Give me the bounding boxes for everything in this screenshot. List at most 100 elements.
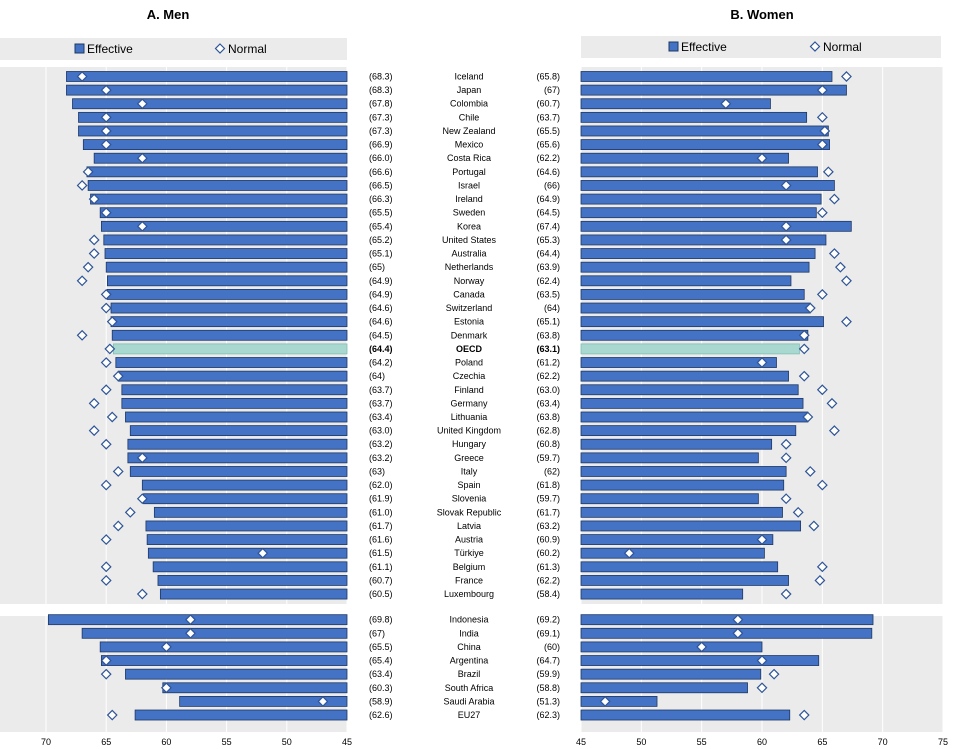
women-value-label: (61.8)	[536, 480, 560, 490]
men-normal-marker-brazil	[100, 668, 112, 680]
men-value-label: (66.9)	[369, 140, 393, 150]
men-value-label: (61.9)	[369, 494, 393, 504]
men-value-label: (61.1)	[369, 562, 393, 572]
men-normal-marker-korea	[136, 220, 148, 232]
country-label: Ireland	[455, 194, 483, 204]
men-normal-marker-netherlands	[82, 261, 94, 273]
country-label: China	[457, 642, 481, 652]
women-bar-denmark	[580, 329, 809, 341]
men-bar-lithuania	[125, 411, 348, 423]
country-label: Indonesia	[449, 615, 488, 625]
women-normal-marker-czechia	[798, 370, 810, 382]
men-value-label: (68.3)	[369, 72, 393, 82]
men-value-label: (61.7)	[369, 521, 393, 531]
women-normal-marker-t-rkiye	[623, 547, 635, 559]
men-value-label: (64.6)	[369, 303, 393, 313]
women-bar-canada	[580, 289, 805, 300]
women-normal-marker-belgium	[816, 561, 828, 573]
men-value-label: (62.6)	[369, 710, 393, 720]
men-bar-latvia	[145, 520, 348, 532]
women-value-label: (60.9)	[536, 535, 560, 545]
women-bar-hungary	[580, 438, 773, 450]
women-value-label: (60.2)	[536, 548, 560, 558]
women-value-label: (62.2)	[536, 153, 560, 163]
women-normal-marker-switzerland	[804, 302, 816, 314]
men-bar-austria	[146, 534, 348, 545]
men-bar-poland	[115, 357, 348, 368]
men-panel-title: A. Men	[147, 7, 190, 22]
women-value-label: (60.7)	[536, 99, 560, 109]
women-bar-portugal	[580, 166, 818, 178]
men-bar-sweden	[99, 207, 348, 219]
women-value-label: (64.9)	[536, 194, 560, 204]
women-value-label: (59.7)	[536, 453, 560, 463]
women-value-label: (62.2)	[536, 371, 560, 381]
men-value-label: (67.3)	[369, 112, 393, 122]
country-label: Colombia	[450, 99, 488, 109]
men-value-label: (64.9)	[369, 289, 393, 299]
women-value-label: (61.7)	[536, 507, 560, 517]
women-value-label: (63.5)	[536, 289, 560, 299]
men-bar-luxembourg	[159, 588, 348, 600]
women-bar-china	[580, 641, 763, 653]
men-normal-marker-hungary	[100, 438, 112, 450]
men-bar-belgium	[152, 561, 348, 573]
country-label: Hungary	[452, 439, 487, 449]
women-normal-marker-new-zealand	[819, 125, 831, 137]
men-bar-iceland	[66, 71, 348, 82]
men-normal-marker-china	[160, 641, 172, 653]
men-value-label: (61.6)	[369, 535, 393, 545]
women-bar-sweden	[580, 207, 817, 219]
men-bar-norway	[107, 275, 348, 287]
men-value-label: (63)	[369, 466, 385, 476]
women-bar-australia	[580, 248, 816, 259]
women-panel-title: B. Women	[730, 7, 793, 22]
country-label: Belgium	[453, 562, 486, 572]
women-x-tick-label: 55	[697, 737, 707, 747]
women-normal-marker-denmark	[798, 329, 810, 341]
women-bar-japan	[580, 84, 847, 96]
women-bar-slovak-republic	[580, 506, 783, 518]
women-bar-costa-rica	[580, 152, 789, 164]
country-label: Switzerland	[446, 303, 493, 313]
women-bar-iceland	[580, 71, 833, 82]
men-bar-slovak-republic	[153, 506, 348, 518]
country-label: Australia	[451, 249, 486, 259]
men-bar-brazil	[125, 668, 348, 680]
women-x-tick-label: 45	[576, 737, 586, 747]
men-value-label: (69.8)	[369, 615, 393, 625]
men-x-tick-label: 70	[41, 737, 51, 747]
country-label: Denmark	[451, 330, 488, 340]
women-value-label: (63.2)	[536, 521, 560, 531]
women-normal-marker-chile	[816, 111, 828, 123]
men-normal-marker-saudi-arabia	[317, 695, 329, 707]
women-normal-marker-slovak-republic	[792, 506, 804, 518]
men-normal-marker-luxembourg	[136, 588, 148, 600]
men-bar-switzerland	[110, 302, 348, 314]
men-bar-colombia	[72, 98, 348, 110]
country-label: Poland	[455, 358, 483, 368]
women-bar-south-africa	[580, 682, 748, 694]
women-value-label: (62.2)	[536, 575, 560, 585]
women-bar-united-kingdom	[580, 425, 797, 437]
women-normal-marker-sweden	[816, 207, 828, 219]
country-label: Iceland	[454, 72, 483, 82]
country-label: OECD	[456, 344, 483, 354]
women-bar-estonia	[580, 316, 824, 328]
men-value-label: (67)	[369, 628, 385, 638]
women-bar-switzerland	[580, 302, 811, 314]
men-legend-effective-swatch	[74, 43, 85, 54]
men-bar-mexico	[82, 139, 348, 151]
country-label: EU27	[458, 710, 481, 720]
men-bar-united-kingdom	[129, 425, 348, 437]
women-x-tick-label: 50	[636, 737, 646, 747]
men-value-label: (63.0)	[369, 426, 393, 436]
men-bar-new-zealand	[78, 125, 348, 137]
men-value-label: (63.2)	[369, 439, 393, 449]
women-normal-marker-estonia	[841, 316, 852, 328]
men-value-label: (65)	[369, 262, 385, 272]
women-normal-marker-france	[814, 574, 826, 586]
men-x-tick-label: 50	[282, 737, 292, 747]
men-bar-spain	[141, 479, 348, 491]
men-bar-estonia	[110, 316, 348, 328]
